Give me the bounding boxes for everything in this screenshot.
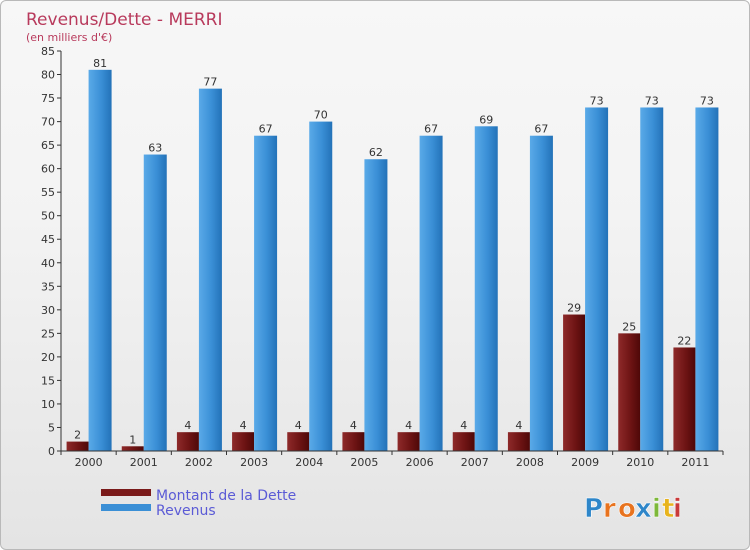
y-tick-label: 85 (41, 45, 55, 58)
bar-debt (618, 333, 641, 451)
y-tick-label: 60 (41, 163, 55, 176)
bar-revenus (474, 126, 498, 451)
data-label-revenus: 69 (479, 113, 493, 126)
bar-revenus (419, 135, 443, 452)
data-label-debt: 4 (405, 419, 412, 432)
bar-debt (232, 432, 255, 451)
y-tick-label: 50 (41, 210, 55, 223)
legend-label-debt: Montant de la Dette (156, 488, 296, 504)
data-label-debt: 1 (129, 433, 136, 446)
y-tick-label: 15 (41, 374, 55, 387)
data-label-debt: 4 (350, 419, 357, 432)
logo-letter: o (618, 494, 636, 524)
bar-revenus (364, 159, 388, 451)
logo-letter: i (652, 494, 661, 524)
x-tick-label: 2002 (185, 456, 213, 469)
data-label-revenus: 62 (369, 146, 383, 159)
logo-letter: i (673, 494, 682, 524)
data-label-debt: 2 (74, 429, 81, 442)
logo-letter: P (584, 494, 603, 524)
bar-debt (397, 432, 420, 451)
data-label-debt: 4 (184, 419, 191, 432)
x-tick-label: 2011 (681, 456, 709, 469)
y-tick-label: 65 (41, 139, 55, 152)
bar-debt (507, 432, 530, 451)
bar-revenus (585, 107, 609, 452)
x-tick-label: 2001 (130, 456, 158, 469)
data-label-revenus: 70 (314, 109, 328, 122)
bar-debt (673, 347, 696, 451)
data-label-revenus: 63 (148, 142, 162, 155)
bar-debt (66, 441, 89, 451)
bars-group: 2 81 1 63 4 77 4 67 4 70 4 62 4 67 4 69 4 67 29 73 25 73 22 73 (66, 57, 719, 452)
data-label-debt: 25 (622, 320, 636, 333)
bar-revenus (529, 135, 553, 452)
y-tick-label: 40 (41, 257, 55, 270)
data-label-revenus: 67 (534, 123, 548, 136)
y-tick-label: 45 (41, 233, 55, 246)
data-label-debt: 29 (567, 302, 581, 315)
data-label-revenus: 73 (645, 94, 659, 107)
x-tick-label: 2004 (295, 456, 323, 469)
bar-revenus (640, 107, 664, 452)
data-label-revenus: 73 (700, 94, 714, 107)
y-tick-label: 0 (48, 445, 55, 458)
legend-label-revenus: Revenus (156, 503, 216, 519)
x-tick-label: 2010 (626, 456, 654, 469)
x-tick-label: 2008 (516, 456, 544, 469)
logo-letter: t (662, 494, 674, 524)
bar-revenus (254, 135, 278, 452)
y-tick-label: 35 (41, 280, 55, 293)
y-tick-label: 80 (41, 69, 55, 82)
bar-debt (287, 432, 310, 451)
y-tick-label: 10 (41, 398, 55, 411)
y-tick-label: 25 (41, 327, 55, 340)
y-tick-label: 30 (41, 304, 55, 317)
bar-revenus (198, 88, 222, 451)
y-axis: 0 5 10 15 20 25 30 35 40 45 50 55 60 65 70 75 80 85 (41, 45, 62, 458)
bar-debt (176, 432, 199, 451)
bar-revenus (143, 154, 167, 451)
bar-revenus (309, 121, 333, 452)
y-tick-label: 70 (41, 116, 55, 129)
legend: Montant de la Dette Revenus (101, 488, 296, 519)
data-label-debt: 4 (460, 419, 467, 432)
data-label-revenus: 67 (259, 123, 273, 136)
y-tick-label: 75 (41, 92, 55, 105)
legend-swatch-revenus (101, 504, 151, 511)
bar-debt (342, 432, 365, 451)
data-label-debt: 22 (677, 334, 691, 347)
x-tick-label: 2000 (75, 456, 103, 469)
chart-title: Revenus/Dette - MERRI (26, 10, 223, 30)
data-label-debt: 4 (515, 419, 522, 432)
bar-revenus (88, 69, 112, 451)
x-tick-label: 2003 (240, 456, 268, 469)
y-tick-label: 55 (41, 186, 55, 199)
data-label-revenus: 67 (424, 123, 438, 136)
bar-debt (563, 314, 586, 451)
y-tick-label: 5 (48, 421, 55, 434)
legend-swatch-debt (101, 489, 151, 496)
y-tick-label: 20 (41, 351, 55, 364)
x-tick-label: 2006 (406, 456, 434, 469)
data-label-debt: 4 (240, 419, 247, 432)
bar-revenus (695, 107, 719, 452)
logo-letter: x (635, 494, 652, 524)
x-tick-label: 2009 (571, 456, 599, 469)
x-tick-label: 2007 (461, 456, 489, 469)
data-label-revenus: 77 (203, 76, 217, 89)
bar-debt (452, 432, 475, 451)
data-label-revenus: 73 (590, 94, 604, 107)
x-tick-label: 2005 (350, 456, 378, 469)
data-label-revenus: 81 (93, 57, 107, 70)
chart-subtitle: (en milliers d'€) (26, 31, 112, 44)
logo-letter: r (603, 494, 616, 524)
data-label-debt: 4 (295, 419, 302, 432)
x-axis: 2000 2001 2002 2003 2004 2005 2006 2007 2008 2009… (60, 450, 724, 469)
bar-debt (121, 446, 144, 451)
